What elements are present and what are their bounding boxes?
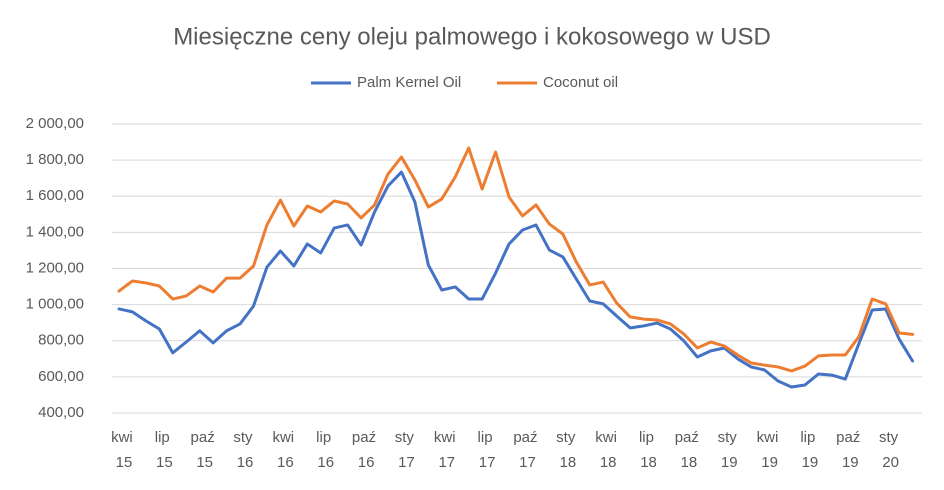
x-tick-label: kwi 18 [595,429,621,471]
x-tick-label: kwi 15 [111,429,137,471]
x-tick-label: paź 19 [836,429,864,471]
x-tick-label: lip 18 [639,429,658,471]
x-tick-label: sty 17 [395,429,418,471]
chart-title: Miesięczne ceny oleju palmowego i kokoso… [173,23,771,50]
y-tick-label: 400,00 [38,404,84,421]
y-tick-label: 1 800,00 [26,151,84,168]
x-tick-label: lip 17 [478,429,497,471]
y-tick-label: 1 600,00 [26,187,84,204]
line-series [117,170,915,389]
x-tick-label: kwi 17 [434,429,460,471]
x-tick-label: sty 20 [879,429,902,471]
x-tick-label: paź 17 [513,429,541,471]
legend-label: Palm Kernel Oil [357,74,461,91]
x-tick-label: lip 19 [800,429,819,471]
x-tick-label: lip 15 [155,429,174,471]
legend-label: Coconut oil [543,74,618,91]
x-tick-label: paź 18 [675,429,703,471]
y-tick-label: 800,00 [38,332,84,349]
y-tick-label: 600,00 [38,368,84,385]
y-tick-label: 1 400,00 [26,223,84,240]
x-tick-label: paź 16 [352,429,380,471]
x-tick-label: sty 16 [233,429,256,471]
y-tick-label: 2 000,00 [26,115,84,132]
x-tick-label: kwi 19 [757,429,783,471]
x-tick-label: paź 15 [191,429,219,471]
x-tick-label: kwi 16 [272,429,298,471]
y-tick-label: 1 200,00 [26,259,84,276]
x-tick-label: sty 18 [556,429,579,471]
x-tick-label: sty 19 [718,429,741,471]
y-tick-label: 1 000,00 [26,296,84,313]
x-tick-label: lip 16 [316,429,335,471]
line-series [117,146,915,373]
